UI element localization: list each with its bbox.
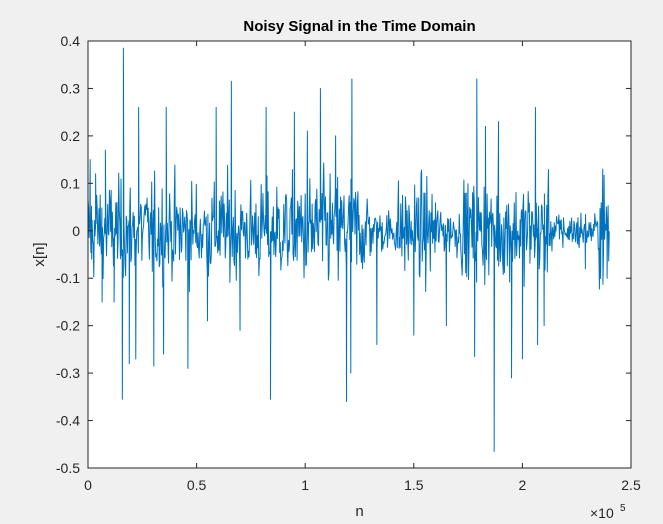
x-tick-label: 1.5 [404,477,424,493]
signal-series [87,47,610,452]
chart-title: Noisy Signal in the Time Domain [243,18,475,35]
x-axis-label: n [355,503,363,520]
y-tick-label: 0.1 [61,175,81,191]
signal-line [87,47,610,452]
x-exponent-label: ×10 5 [590,503,626,521]
x-tick-label: 1 [301,477,309,493]
y-tick-label: -0.3 [56,365,80,381]
x-axis: 0 0.5 1 1.5 2 2.5 [84,41,641,493]
y-tick-label: -0.2 [56,318,80,334]
y-tick-label: 0.2 [61,128,81,144]
y-tick-label: -0.5 [56,460,80,476]
y-axis: 0.4 0.3 0.2 0.1 0 -0.1 -0.2 -0.3 -0.4 -0.5 [56,33,631,476]
x-tick-label: 0.5 [187,477,207,493]
x-exponent-power: 5 [620,503,626,514]
y-tick-label: -0.1 [56,270,80,286]
x-exponent-base: ×10 [590,505,614,521]
x-tick-label: 0 [84,477,92,493]
y-axis-label: x[n] [31,242,48,266]
axes-box [87,40,632,469]
y-tick-label: 0 [72,223,80,239]
x-tick-label: 2.5 [621,477,641,493]
y-tick-label: 0.3 [61,80,81,96]
y-tick-label: 0.4 [61,33,81,49]
y-tick-label: -0.4 [56,413,80,429]
x-tick-label: 2 [519,477,527,493]
